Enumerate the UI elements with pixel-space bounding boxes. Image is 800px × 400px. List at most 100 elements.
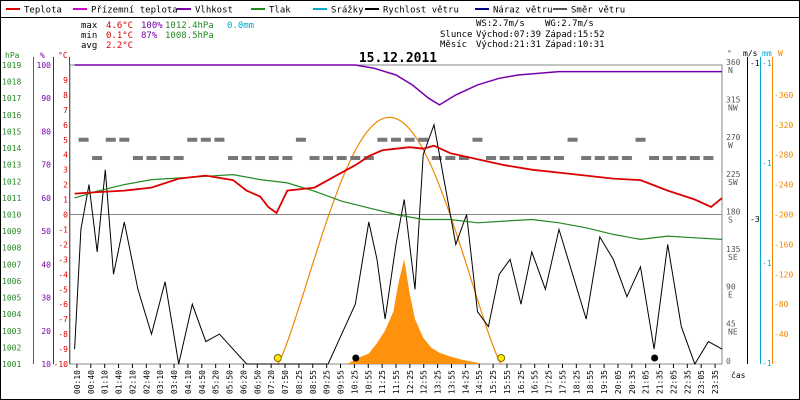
x-tick-label-3: 01:40	[115, 370, 124, 394]
hpa-tick-11: 1008	[2, 244, 21, 253]
degc-tick-9: 0	[63, 211, 68, 220]
w-tick-8: -40	[774, 330, 789, 339]
x-tick-label-2: 01:10	[101, 370, 110, 394]
x-tick-label-10: 05:20	[212, 370, 221, 394]
wind-direction-mark	[295, 137, 306, 142]
axis-unit-deg: °	[727, 49, 732, 58]
wind-direction-mark	[200, 137, 211, 142]
dir-tick-deg-1: 315	[726, 95, 741, 104]
x-tick-label-7: 03:40	[170, 370, 179, 394]
degc-tick-0: 9	[63, 76, 68, 85]
x-tick-label-34: 17:25	[545, 370, 554, 394]
x-tick-label-35: 17:55	[558, 370, 567, 394]
wind-direction-mark	[350, 156, 361, 161]
degc-tick-4: 5	[63, 136, 68, 145]
x-tick-label-6: 03:10	[156, 370, 165, 394]
degc-tick-3: 6	[63, 121, 68, 130]
dir-tick-name-7: NE	[728, 328, 738, 337]
legend-label-3: Tlak	[269, 6, 291, 16]
sun-label: Slunce	[440, 30, 473, 40]
humidity-line	[74, 64, 722, 106]
wind-direction-mark	[445, 156, 456, 161]
x-tick-label-8: 04:10	[184, 370, 193, 394]
x-tick-label-4: 02:10	[128, 370, 137, 394]
degc-tick-6: 3	[63, 166, 68, 175]
stat-label-0: max	[81, 21, 98, 31]
wind-direction-mark	[119, 137, 130, 142]
axis-unit-w: W	[778, 49, 783, 58]
degc-tick-17: -8	[58, 330, 68, 339]
hpa-tick-6: 1013	[2, 161, 21, 170]
wind-direction-mark	[499, 156, 510, 161]
pct-tick-5: 50	[41, 227, 51, 236]
wind-direction-mark	[472, 137, 483, 142]
wind-direction-mark	[336, 156, 347, 161]
x-tick-label-1: 00:40	[87, 370, 96, 394]
x-tick-label-23: 11:55	[392, 370, 401, 394]
x-tick-label-44: 22:35	[683, 370, 692, 394]
hpa-tick-10: 1009	[2, 227, 21, 236]
wind-direction-mark	[146, 156, 157, 161]
dir-tick-deg-7: 45	[726, 320, 736, 329]
degc-tick-15: -6	[58, 300, 68, 309]
axis-unit-ms: m/s	[743, 49, 758, 58]
hpa-tick-1: 1018	[2, 78, 21, 87]
degc-tick-12: -3	[58, 255, 68, 264]
sunrise-marker	[273, 354, 282, 362]
wind-direction-mark	[608, 156, 619, 161]
stat-hum-0: 100%	[141, 21, 163, 31]
dir-tick-deg-8: 0	[726, 357, 731, 366]
legend-label-5: Rychlost větru	[383, 6, 459, 16]
moon-set: Západ:10:31	[545, 40, 605, 50]
w-tick-6: -120	[774, 270, 793, 279]
stat-label-2: avg	[81, 41, 97, 51]
stat-temp-0: 4.6°C	[106, 21, 133, 31]
dir-tick-name-4: S	[728, 216, 733, 225]
hpa-tick-5: 1014	[2, 144, 21, 153]
wind-direction-mark	[554, 156, 564, 161]
x-tick-label-33: 16:55	[531, 370, 540, 394]
degc-tick-14: -5	[58, 285, 68, 294]
temperature-line	[74, 144, 723, 215]
pct-tick-2: 80	[41, 127, 51, 136]
x-tick-label-26: 13:25	[434, 370, 443, 394]
dir-tick-deg-0: 360	[726, 58, 741, 67]
dir-tick-deg-6: 90	[726, 282, 736, 291]
wind-direction-mark	[418, 137, 429, 142]
pct-tick-3: 70	[41, 161, 51, 170]
x-tick-label-18: 09:25	[323, 370, 332, 394]
dir-tick-name-1: NW	[728, 103, 738, 112]
hpa-tick-15: 1004	[2, 310, 21, 319]
dir-tick-name-0: N	[728, 66, 733, 75]
stat-temp-1: 0.1°C	[106, 31, 133, 41]
stat-label-1: min	[81, 31, 97, 41]
x-tick-label-28: 14:25	[461, 370, 470, 394]
wind-direction-mark	[689, 156, 700, 161]
wind-wg: WG:2.7m/s	[545, 19, 594, 29]
hpa-tick-17: 1002	[2, 343, 21, 352]
pct-tick-9: 10	[41, 360, 51, 369]
pct-tick-6: 40	[41, 260, 51, 269]
wind-direction-mark	[486, 156, 497, 161]
mm-tick-3: -1	[762, 359, 772, 368]
dir-tick-deg-5: 135	[726, 245, 741, 254]
ms-tick-0: -1	[750, 59, 760, 68]
legend-label-7: Směr větru	[571, 6, 625, 16]
pct-tick-0: 100	[37, 61, 52, 70]
degc-tick-2: 7	[63, 106, 68, 115]
x-tick-label-43: 22:05	[669, 370, 678, 394]
wind-speed-line	[74, 122, 723, 366]
wind-direction-mark	[404, 137, 415, 142]
pct-tick-8: 20	[41, 327, 51, 336]
wind-direction-mark	[594, 156, 605, 161]
x-tick-label-15: 07:50	[281, 370, 290, 394]
hpa-tick-12: 1007	[2, 260, 21, 269]
dir-tick-name-2: W	[728, 141, 733, 150]
mm-tick-1: -1	[762, 159, 772, 168]
w-tick-5: -160	[774, 240, 793, 249]
wind-direction-mark	[268, 156, 279, 161]
degc-tick-8: 1	[63, 196, 68, 205]
dir-tick-name-5: SE	[728, 253, 738, 262]
x-tick-label-37: 18:55	[586, 370, 595, 394]
